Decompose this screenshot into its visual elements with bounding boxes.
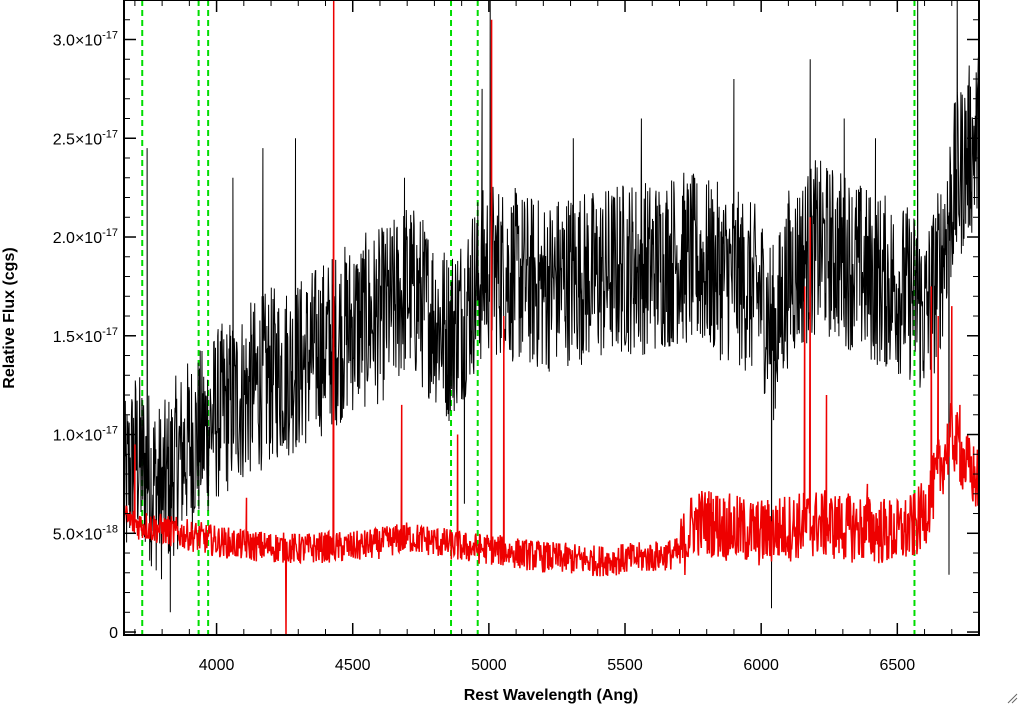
y-tick-label: 1.0×10-17 bbox=[53, 425, 118, 445]
x-tick-label: 4000 bbox=[199, 657, 235, 674]
x-axis-title: Rest Wavelength (Ang) bbox=[464, 687, 639, 704]
x-tick-label: 6500 bbox=[880, 657, 916, 674]
x-tick-label: 4500 bbox=[335, 657, 371, 674]
series-layer bbox=[124, 0, 979, 635]
y-tick-labels: 0 5.0×10-18 1.0×10-17 1.5×10-17 2.0×10-17 2.5… bbox=[53, 30, 118, 643]
x-tick-label: 6000 bbox=[743, 657, 779, 674]
y-tick-label: 1.5×10-17 bbox=[53, 326, 118, 346]
x-tick-label: 5500 bbox=[607, 657, 643, 674]
y-tick-label: 5.0×10-18 bbox=[53, 523, 118, 543]
y-tick-label: 2.0×10-17 bbox=[53, 227, 118, 247]
y-tick-label: 2.5×10-17 bbox=[53, 128, 118, 148]
y-tick-label: 3.0×10-17 bbox=[53, 30, 118, 50]
series-line-red bbox=[124, 0, 979, 635]
reference-lines bbox=[141, 0, 916, 635]
plot-frame bbox=[123, 0, 980, 636]
y-axis-title: Relative Flux (cgs) bbox=[1, 247, 18, 388]
y-tick-label: 0 bbox=[109, 625, 118, 642]
series-line-black bbox=[124, 0, 979, 613]
x-tick-label: 5000 bbox=[471, 657, 507, 674]
resize-grip-icon[interactable] bbox=[1006, 692, 1018, 704]
x-tick-labels: 4000 4500 5000 5500 6000 6500 bbox=[199, 657, 915, 674]
